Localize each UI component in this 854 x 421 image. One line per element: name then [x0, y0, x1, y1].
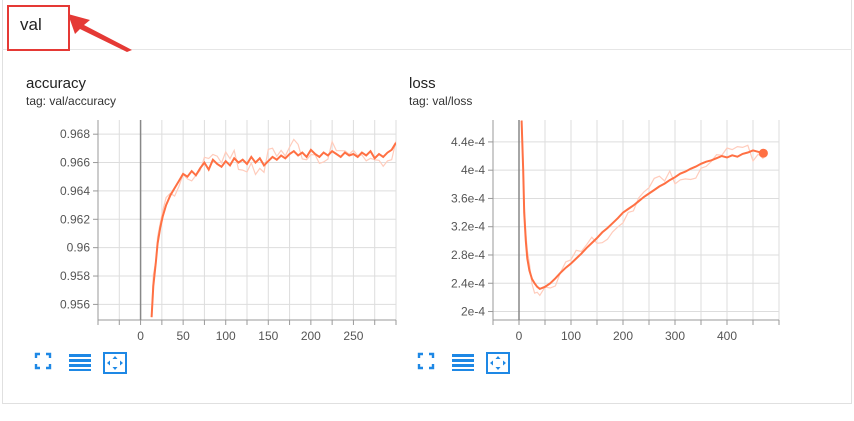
accuracy-chart[interactable]: 0.956 0.958 0.96 0.962 0.964 0.966 0.968 0 50 100…: [26, 60, 406, 360]
last-point-marker: [758, 148, 768, 158]
y-tick-label: 4.4e-4: [451, 135, 485, 149]
x-tick-label: 200: [301, 329, 321, 343]
x-tick-label: 400: [717, 329, 737, 343]
annotation-arrow-shape: [68, 14, 132, 52]
x-tick-label: 150: [258, 329, 278, 343]
series-line[interactable]: [520, 120, 764, 291]
fit-domain-button[interactable]: [486, 352, 510, 379]
y-tick-label: 4e-4: [461, 163, 485, 177]
x-tick-label: 300: [665, 329, 685, 343]
toggle-log-scale-icon: [69, 354, 91, 371]
x-tick-label: 50: [176, 329, 190, 343]
y-tick-label: 0.966: [60, 156, 90, 170]
chart-card-accuracy: accuracy tag: val/accuracy 0.956 0.958 0.9…: [26, 60, 406, 380]
card-title: loss: [409, 75, 436, 92]
chart-card-loss: loss tag: val/loss 2e-4 2.4e-4 2.8e-4 3.2e-…: [409, 60, 789, 380]
fullscreen-icon: [417, 352, 435, 370]
card-tag: tag: val/accuracy: [26, 94, 117, 108]
fullscreen-button[interactable]: [417, 352, 435, 375]
x-tick-label: 0: [516, 329, 523, 343]
raw-series-line: [521, 120, 764, 297]
y-tick-label: 2e-4: [461, 305, 485, 319]
fit-domain-icon: [103, 352, 127, 374]
series-line[interactable]: [150, 142, 396, 318]
fullscreen-icon: [34, 352, 52, 370]
y-tick-label: 3.2e-4: [451, 220, 485, 234]
y-tick-label: 3.6e-4: [451, 191, 485, 205]
group-header[interactable]: val: [2, 0, 852, 50]
y-tick-label: 0.968: [60, 127, 90, 141]
toggle-log-scale-button[interactable]: [68, 352, 92, 377]
scalar-group-panel: [2, 0, 852, 404]
x-tick-label: 0: [137, 329, 144, 343]
x-tick-label: 100: [561, 329, 581, 343]
group-title[interactable]: val: [20, 15, 42, 34]
x-tick-label: 100: [216, 329, 236, 343]
annotation-highlight-box: [7, 5, 70, 51]
x-tick-label: 200: [613, 329, 633, 343]
card-title: accuracy: [26, 75, 87, 92]
y-tick-label: 0.956: [60, 297, 90, 311]
card-tag: tag: val/loss: [409, 94, 473, 108]
annotation-arrow: [68, 14, 132, 52]
y-tick-label: 0.96: [67, 241, 91, 255]
y-tick-label: 0.962: [60, 212, 90, 226]
y-tick-label: 0.958: [60, 269, 90, 283]
loss-chart[interactable]: 2e-4 2.4e-4 2.8e-4 3.2e-4 3.6e-4 4e-4 4.4e-4 0 1…: [409, 60, 789, 360]
fit-domain-button[interactable]: [103, 352, 127, 379]
y-tick-label: 0.964: [60, 184, 90, 198]
toggle-log-scale-button[interactable]: [451, 352, 475, 377]
fullscreen-button[interactable]: [34, 352, 52, 375]
raw-series-line: [151, 138, 396, 318]
x-tick-label: 250: [343, 329, 363, 343]
y-tick-label: 2.8e-4: [451, 248, 485, 262]
fit-domain-icon: [486, 352, 510, 374]
y-tick-label: 2.4e-4: [451, 276, 485, 290]
toggle-log-scale-icon: [452, 354, 474, 371]
